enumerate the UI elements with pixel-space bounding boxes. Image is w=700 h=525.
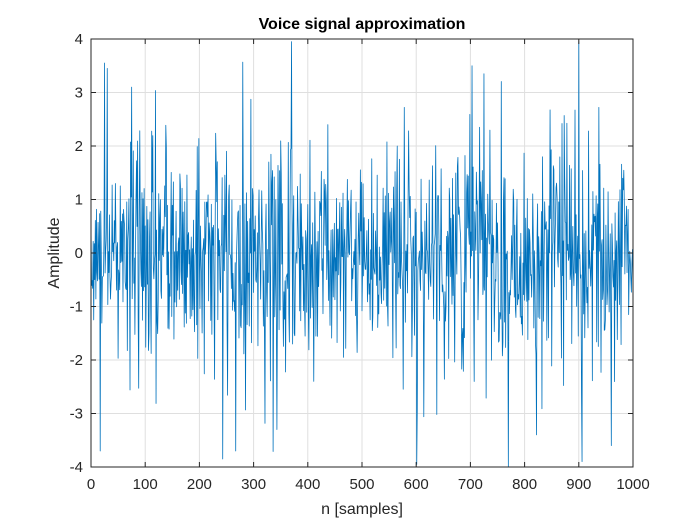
- y-tick-label: -3: [70, 406, 83, 423]
- y-tick-label: -2: [70, 352, 83, 369]
- x-tick-label: 700: [458, 476, 483, 493]
- x-tick-label: 100: [133, 476, 158, 493]
- x-tick-label: 800: [512, 476, 537, 493]
- y-tick-label: 0: [75, 245, 83, 262]
- signal-line: [90, 41, 634, 468]
- y-axis-label: Amplitude: [46, 217, 63, 288]
- y-tick-label: -4: [70, 459, 83, 476]
- x-tick-label: 300: [241, 476, 266, 493]
- y-tick-label: 2: [75, 138, 83, 155]
- y-tick-label: 1: [75, 192, 83, 209]
- x-tick-label: 500: [349, 476, 374, 493]
- x-axis-label: n [samples]: [321, 501, 403, 518]
- x-tick-label: 400: [295, 476, 320, 493]
- series-group: [90, 41, 634, 468]
- ticks: 0 100 200 300 400 500 600 700 800 900 1000 -4 -3 -2 -1…: [70, 31, 650, 493]
- x-tick-label: 0: [87, 476, 95, 493]
- y-tick-label: -1: [70, 299, 83, 316]
- x-tick-label: 200: [187, 476, 212, 493]
- x-tick-label: 600: [404, 476, 429, 493]
- x-tick-label: 900: [566, 476, 591, 493]
- x-tick-label: 1000: [616, 476, 649, 493]
- y-tick-label: 4: [75, 31, 83, 48]
- chart-title: Voice signal approximation: [259, 16, 466, 33]
- y-tick-label: 3: [75, 85, 83, 102]
